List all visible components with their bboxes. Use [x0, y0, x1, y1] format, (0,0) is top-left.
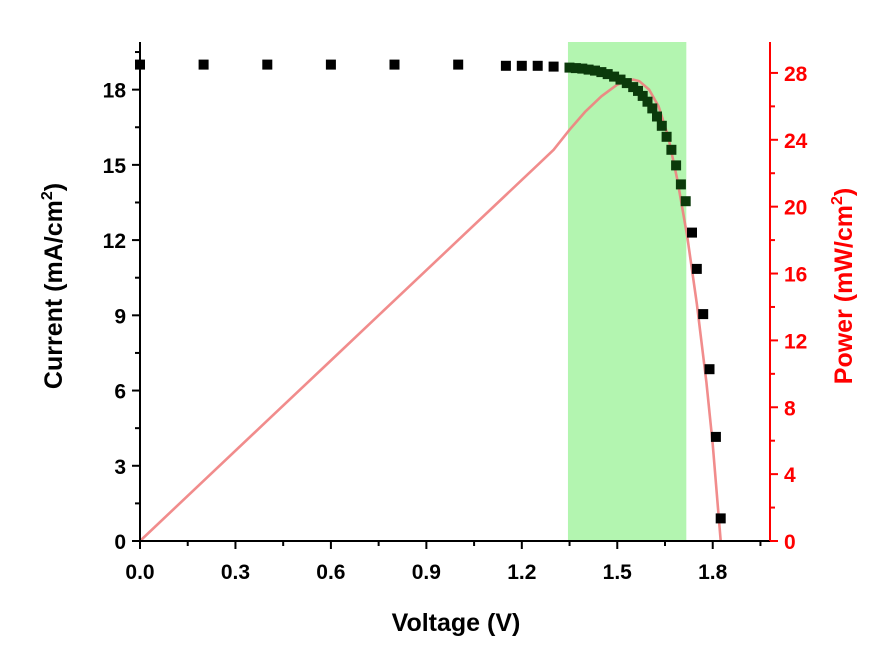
current-point — [656, 120, 667, 131]
x-tick-label: 1.2 — [507, 561, 536, 584]
current-point — [198, 59, 209, 70]
current-point — [548, 61, 559, 72]
current-point — [389, 59, 400, 70]
x-tick-label: 0.0 — [125, 561, 154, 584]
current-point — [596, 67, 607, 78]
y-tick-label: 9 — [114, 305, 126, 328]
y-tick-label: 15 — [103, 155, 127, 178]
y-axis-title-close: ) — [40, 183, 68, 191]
current-point — [500, 60, 511, 71]
x-tick-label: 0.3 — [221, 561, 250, 584]
current-point — [325, 59, 336, 70]
current-point — [577, 63, 588, 74]
y2-tick-label: 28 — [784, 63, 808, 86]
y-tick-label: 0 — [114, 531, 126, 554]
current-point — [642, 96, 653, 107]
current-point — [680, 196, 691, 207]
current-point — [647, 103, 658, 114]
x-tick-label: 0.6 — [316, 561, 345, 584]
x-axis-title: Voltage (V) — [392, 609, 521, 637]
current-point — [710, 431, 721, 442]
current-point — [715, 513, 726, 524]
current-point — [583, 64, 594, 75]
y2-tick-label: 20 — [784, 197, 807, 220]
current-point — [637, 90, 648, 101]
current-point — [704, 364, 715, 375]
current-point — [698, 309, 709, 320]
current-point — [262, 59, 273, 70]
current-point — [453, 59, 464, 70]
current-point — [602, 69, 613, 80]
y2-tick-label: 24 — [784, 130, 808, 153]
y-axis-title-main: Current (mA/cm — [40, 200, 68, 389]
y2-tick-label: 4 — [784, 464, 796, 487]
y-tick-label: 6 — [114, 381, 126, 404]
current-point — [570, 63, 581, 74]
current-point — [621, 78, 632, 89]
y-axis-title: Current (mA/cm2) — [39, 183, 68, 389]
current-point — [615, 74, 626, 85]
current-point — [532, 60, 543, 71]
current-point — [609, 71, 620, 82]
current-point — [590, 65, 600, 76]
x-tick-label: 0.9 — [412, 561, 441, 584]
y2-axis-title: Power (mW/cm2) — [829, 188, 858, 384]
y2-axis-title-main: Power (mW/cm — [830, 205, 858, 384]
current-point — [675, 179, 686, 190]
y2-tick-label: 16 — [784, 264, 807, 287]
y2-tick-label: 12 — [784, 330, 807, 353]
current-point — [652, 111, 662, 122]
power-line — [139, 78, 722, 542]
current-point — [666, 144, 677, 155]
current-point — [661, 131, 672, 142]
x-tick-label: 1.8 — [698, 561, 728, 584]
y2-axis-title-sup: 2 — [829, 196, 846, 205]
highlight-band — [567, 42, 687, 541]
y-tick-label: 3 — [114, 456, 126, 479]
y2-axis-title-close: ) — [830, 188, 858, 196]
y-axis-title-sup: 2 — [39, 191, 56, 200]
current-point — [516, 60, 527, 71]
current-point — [671, 160, 682, 171]
y2-tick-label: 0 — [784, 531, 796, 554]
y-tick-label: 12 — [103, 230, 126, 253]
y2-tick-label: 8 — [784, 397, 796, 420]
x-tick-label: 1.5 — [603, 561, 633, 584]
current-point — [687, 227, 697, 238]
current-point — [564, 62, 575, 73]
current-point — [691, 263, 702, 274]
y-tick-label: 18 — [103, 80, 127, 103]
